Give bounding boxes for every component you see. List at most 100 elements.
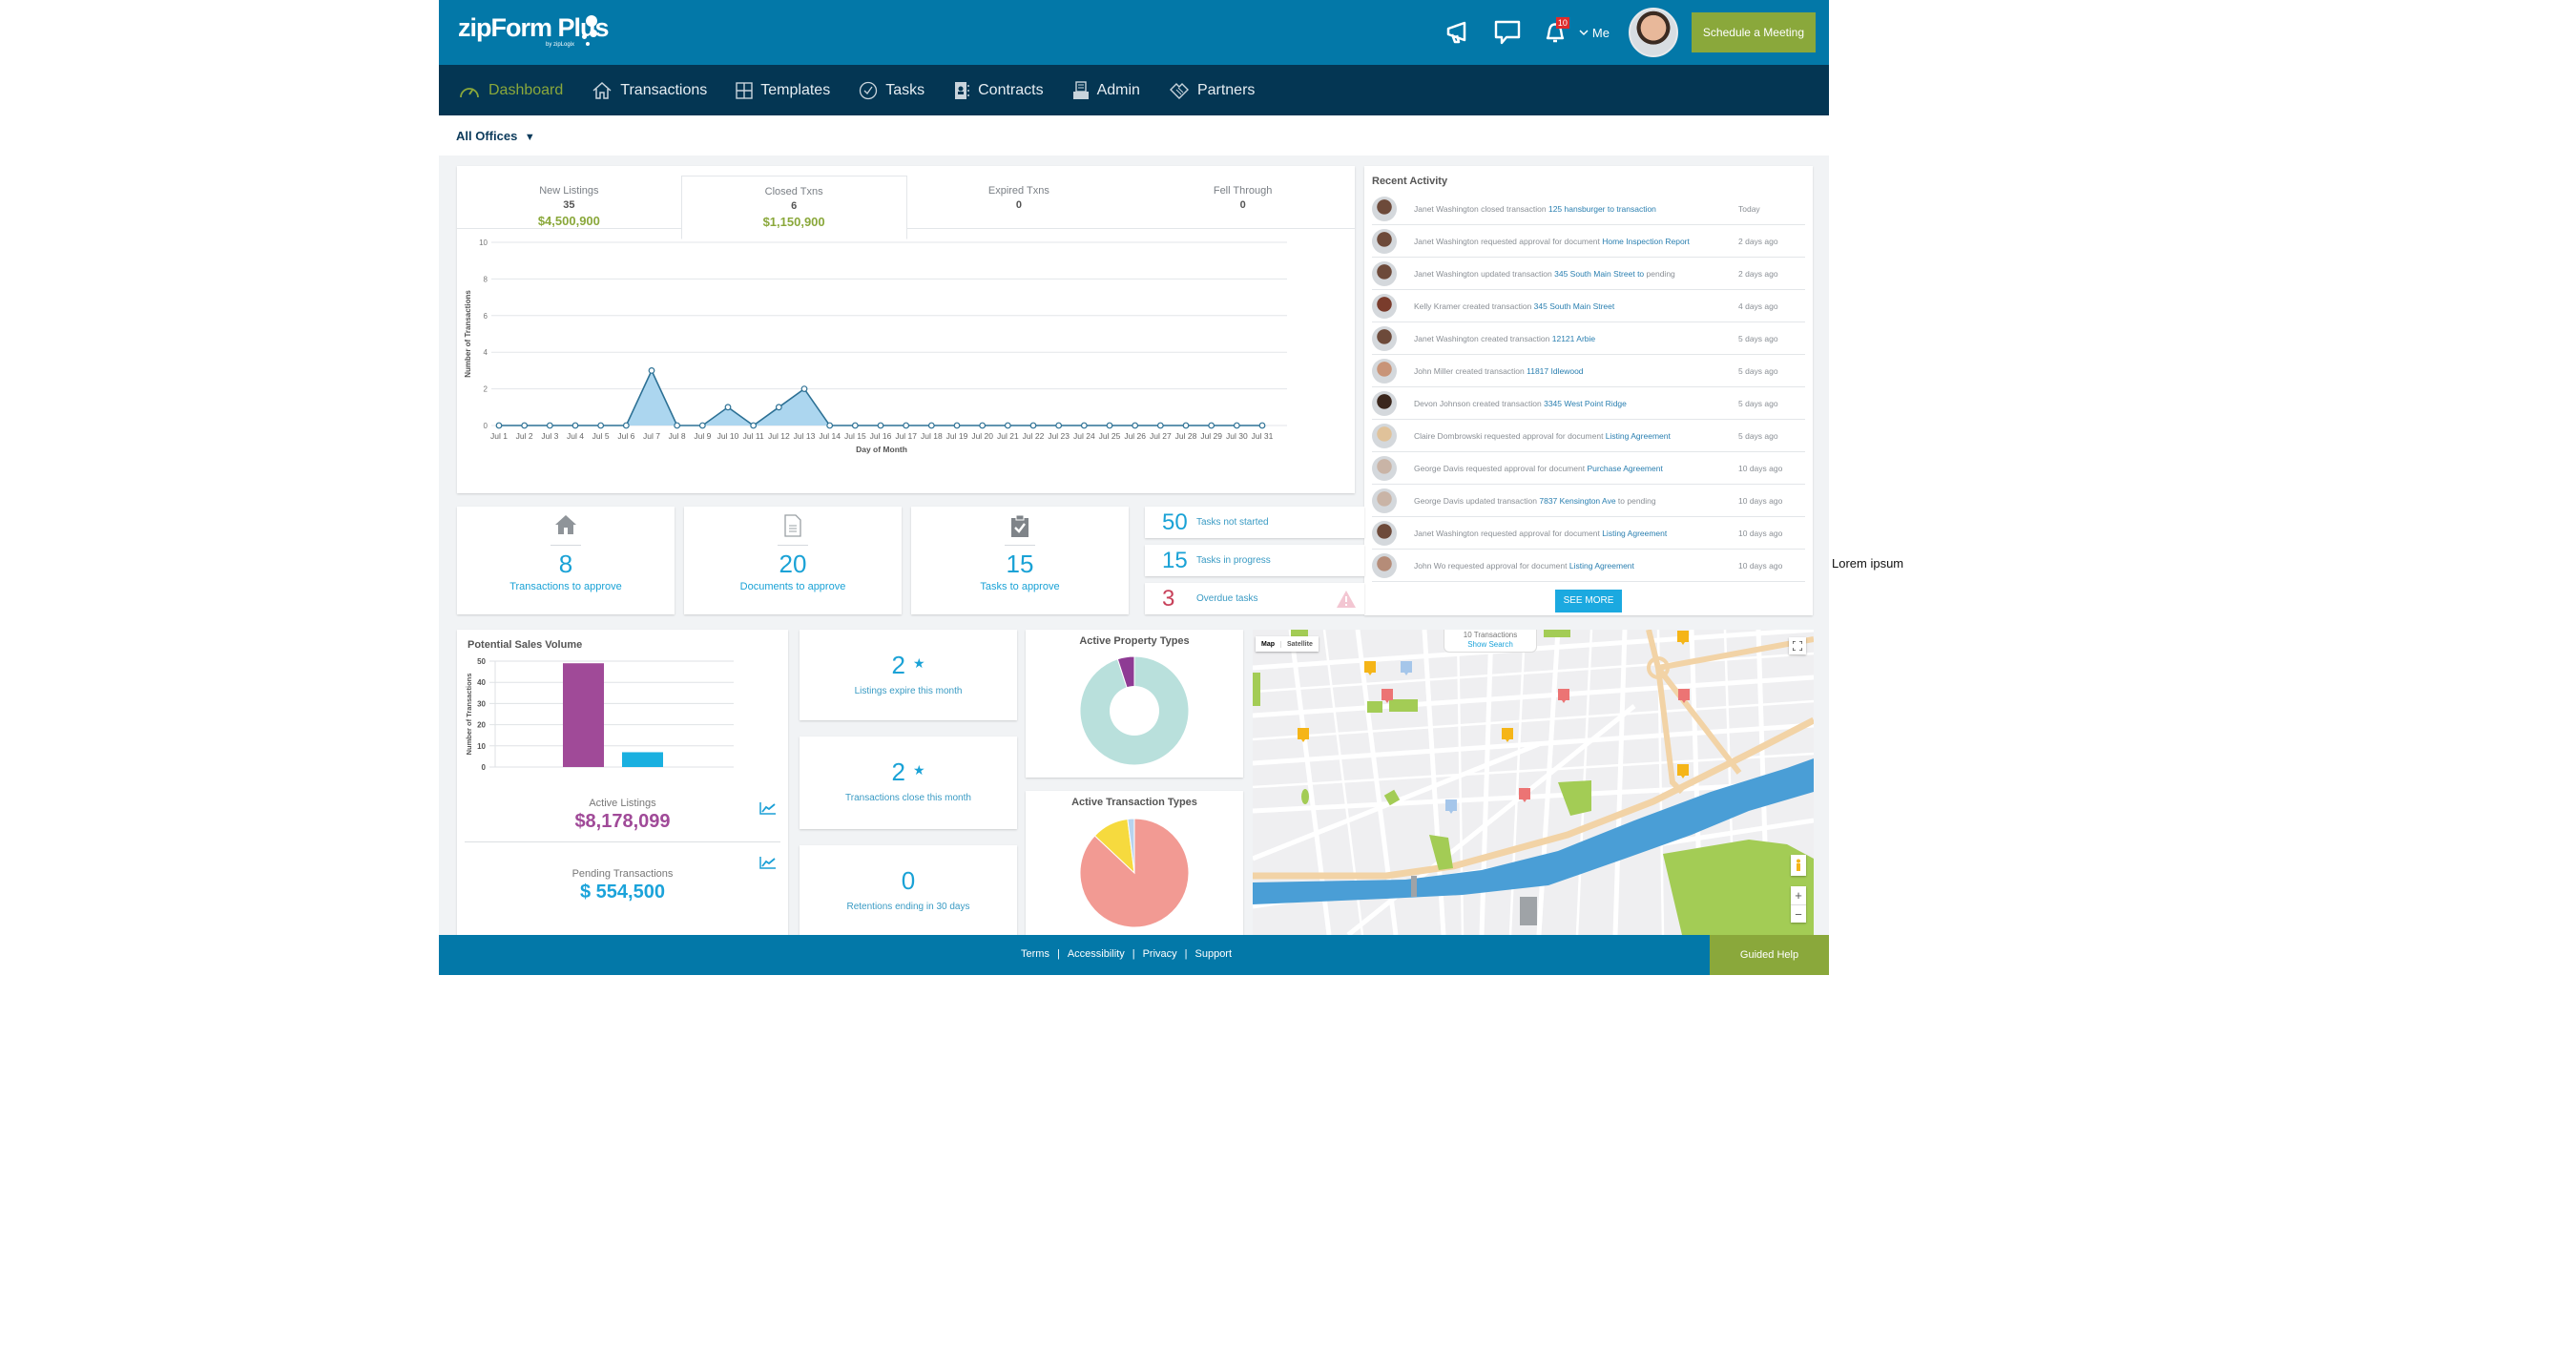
activity-link[interactable]: Listing Agreement	[1568, 560, 1634, 571]
map-type-toggle: Map Satellite	[1256, 636, 1319, 652]
announcements-button[interactable]	[1436, 13, 1484, 52]
schedule-meeting-button[interactable]: Schedule a Meeting	[1691, 12, 1816, 52]
notifications-button[interactable]: 10	[1531, 13, 1579, 52]
activity-link[interactable]: Listing Agreement	[1605, 430, 1671, 441]
see-more-button[interactable]: SEE MORE	[1555, 590, 1622, 612]
svg-text:Jul 3: Jul 3	[541, 431, 558, 441]
tab-closed-txns[interactable]: Closed Txns 6 $1,150,900	[680, 176, 907, 239]
map-type-satellite-button[interactable]: Satellite	[1287, 640, 1313, 648]
activity-time: 5 days ago	[1738, 333, 1778, 343]
tasks-not-started-card[interactable]: 50 Tasks not started	[1145, 507, 1364, 538]
activity-link[interactable]: 345 South Main Street to	[1554, 268, 1645, 279]
task-label: Overdue tasks	[1196, 593, 1258, 604]
transaction-types-pie-chart[interactable]	[1026, 808, 1243, 932]
tab-amount: $1,150,900	[762, 215, 825, 229]
mid-stat-value: 0	[901, 866, 916, 895]
retentions-ending-card[interactable]: 0 Retentions ending in 30 days	[800, 845, 1017, 935]
check-circle-icon	[860, 81, 878, 99]
street-view-pegman[interactable]	[1791, 855, 1806, 876]
svg-text:Jul 21: Jul 21	[997, 431, 1019, 441]
activity-row: Janet Washington created transaction 121…	[1372, 322, 1805, 355]
tab-fell-through[interactable]: Fell Through 0	[1131, 166, 1355, 228]
nav-contracts[interactable]: Contracts	[953, 81, 1044, 100]
contract-book-icon	[955, 81, 970, 99]
activity-link[interactable]: Listing Agreement	[1602, 528, 1668, 538]
zoom-out-button[interactable]: −	[1795, 907, 1802, 922]
footer-link-terms[interactable]: Terms	[1021, 948, 1049, 960]
overdue-tasks-card[interactable]: 3 Overdue tasks	[1145, 583, 1364, 614]
trend-chart-icon[interactable]	[759, 856, 777, 869]
avatar	[1372, 520, 1397, 546]
transactions-close-card[interactable]: 2 ★ Transactions close this month	[800, 737, 1017, 829]
footer-link-support[interactable]: Support	[1195, 948, 1233, 960]
activity-link[interactable]: 12121 Arbie	[1551, 333, 1596, 343]
svg-text:Jul 15: Jul 15	[844, 431, 866, 441]
zoom-in-button[interactable]: +	[1791, 886, 1806, 905]
tab-label: Fell Through	[1213, 185, 1273, 197]
activity-link[interactable]: Purchase Agreement	[1587, 463, 1663, 473]
avatar	[1372, 552, 1397, 578]
chat-icon	[1494, 20, 1521, 45]
svg-text:8: 8	[484, 275, 488, 283]
tasks-in-progress-card[interactable]: 15 Tasks in progress	[1145, 545, 1364, 576]
guided-help-button[interactable]: Guided Help	[1710, 935, 1829, 975]
svg-text:6: 6	[484, 312, 488, 321]
fullscreen-button[interactable]	[1789, 637, 1806, 654]
activity-link[interactable]: 11817 Idlewood	[1527, 365, 1584, 376]
property-types-donut-chart[interactable]	[1026, 647, 1243, 771]
activity-link[interactable]: 7837 Kensington Ave	[1539, 495, 1616, 506]
tab-new-listings[interactable]: New Listings 35 $4,500,900	[457, 166, 681, 228]
activity-row: Kelly Kramer created transaction 345 Sou…	[1372, 290, 1805, 322]
nav-label: Dashboard	[488, 81, 564, 98]
activity-text: Janet Washington updated transaction 345…	[1414, 268, 1675, 279]
show-search-link[interactable]: Show Search	[1467, 640, 1513, 649]
tab-count: 35	[563, 199, 575, 211]
nav-tasks[interactable]: Tasks	[859, 81, 924, 100]
svg-text:Jul 28: Jul 28	[1175, 431, 1197, 441]
house-icon	[555, 515, 576, 534]
nav-templates[interactable]: Templates	[736, 82, 830, 99]
transactions-to-approve-card[interactable]: 8 Transactions to approve	[457, 507, 675, 614]
trend-chart-icon[interactable]	[759, 801, 777, 815]
tasks-to-approve-card[interactable]: 15 Tasks to approve	[911, 507, 1129, 614]
logo[interactable]: zipForm Plus by zipLogix	[458, 13, 610, 48]
activity-link[interactable]: Home Inspection Report	[1602, 236, 1690, 246]
footer-link-accessibility[interactable]: Accessibility	[1067, 948, 1125, 960]
me-menu[interactable]: Me	[1579, 26, 1629, 40]
svg-text:Jul 9: Jul 9	[694, 431, 711, 441]
activity-link[interactable]: 3345 West Point Ridge	[1544, 398, 1627, 408]
footer-link-privacy[interactable]: Privacy	[1142, 948, 1177, 960]
svg-text:Jul 24: Jul 24	[1073, 431, 1095, 441]
nav-transactions[interactable]: Transactions	[592, 81, 707, 100]
task-count: 50	[1162, 508, 1188, 535]
activity-time: 5 days ago	[1738, 430, 1778, 441]
messages-button[interactable]	[1484, 13, 1531, 52]
activity-text: Janet Washington requested approval for …	[1414, 236, 1690, 246]
svg-text:Jul 10: Jul 10	[717, 431, 739, 441]
active-listings-label: Active Listings	[589, 798, 656, 809]
pending-transactions-value: $ 554,500	[580, 882, 665, 903]
activity-link[interactable]: 125 hansburger to transaction	[1548, 203, 1656, 214]
svg-text:Jul 18: Jul 18	[921, 431, 943, 441]
task-label: Tasks in progress	[1196, 555, 1271, 566]
avatar	[1372, 358, 1397, 384]
listings-expire-card[interactable]: 2 ★ Listings expire this month	[800, 630, 1017, 720]
office-filter-dropdown[interactable]: All Offices ▼	[456, 129, 535, 143]
nav-dashboard[interactable]: Dashboard	[458, 81, 563, 100]
chart-title: Active Transaction Types	[1071, 797, 1197, 808]
user-avatar[interactable]	[1628, 8, 1678, 57]
svg-text:0: 0	[482, 763, 487, 772]
activity-time: 10 days ago	[1738, 495, 1783, 506]
nav-admin[interactable]: Admin	[1072, 80, 1140, 100]
handshake-icon	[1169, 82, 1189, 99]
map-transactions-overlay: 10 Transactions Show Search	[1444, 630, 1537, 653]
transactions-map[interactable]: Map Satellite 10 Transactions Show Searc…	[1253, 630, 1814, 935]
documents-to-approve-card[interactable]: 20 Documents to approve	[684, 507, 902, 614]
tab-expired-txns[interactable]: Expired Txns 0	[907, 166, 1132, 228]
activity-link[interactable]: 345 South Main Street	[1533, 301, 1615, 311]
svg-text:Jul 27: Jul 27	[1150, 431, 1172, 441]
nav-partners[interactable]: Partners	[1169, 81, 1255, 100]
map-type-map-button[interactable]: Map	[1256, 640, 1281, 648]
map-canvas[interactable]	[1253, 630, 1814, 935]
stat-value: 8	[558, 550, 573, 578]
